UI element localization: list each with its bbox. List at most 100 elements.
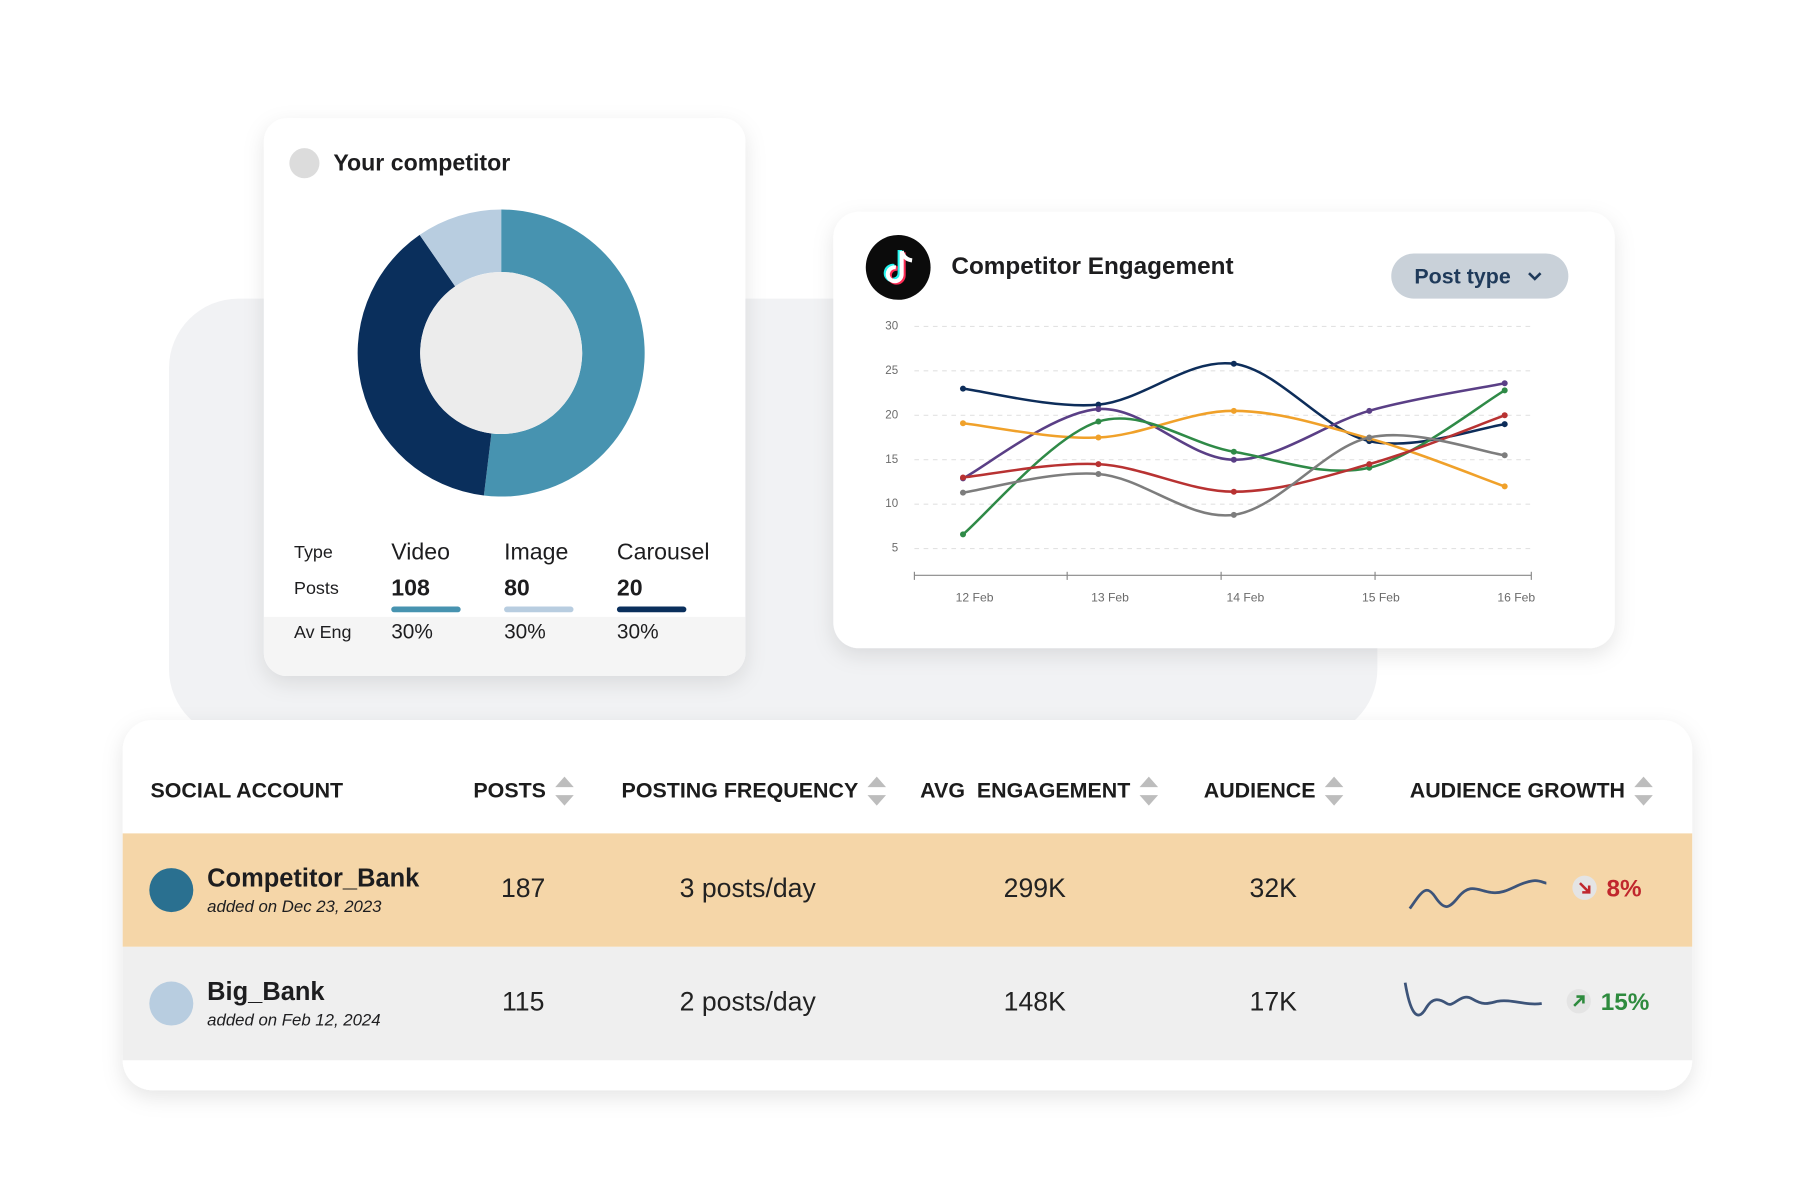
row-label: Av Eng [294, 622, 352, 642]
type-bar [504, 606, 574, 613]
series-point [959, 474, 967, 481]
trend-arrow [1573, 995, 1585, 1007]
added-date: added on Feb 12, 2024 [207, 1010, 380, 1029]
y-tick-label: 25 [885, 365, 898, 377]
engagement: 148K [1004, 987, 1066, 1017]
y-tick-label: 30 [885, 320, 898, 332]
x-tick-label: 12 Feb [956, 591, 994, 605]
card-footer [263, 616, 746, 676]
series-point [1501, 452, 1508, 459]
trend-arrow [1579, 882, 1591, 894]
account-avatar [149, 868, 194, 913]
type-bar [616, 606, 687, 613]
y-tick-label: 10 [885, 498, 898, 510]
donut-slice [419, 209, 502, 287]
sort-icon[interactable] [555, 776, 574, 806]
type-table: Type Posts Av Eng Video 108 30% Image 80 30% Caro… [294, 538, 709, 643]
y-tick-label: 15 [885, 454, 898, 466]
series-point [1230, 448, 1237, 455]
series-point [1095, 418, 1102, 425]
sparkline [1403, 982, 1542, 1017]
type-name: Carousel [617, 538, 710, 564]
series-point [1095, 461, 1102, 468]
series-point [1230, 511, 1237, 518]
series-point [959, 531, 967, 538]
avatar [289, 148, 320, 179]
av-eng: 30% [391, 621, 433, 644]
column-header: POSTS [473, 778, 546, 802]
column-header: AUDIENCE [1204, 778, 1316, 802]
sort-icon[interactable] [1139, 776, 1159, 806]
table-row[interactable] [122, 946, 1693, 1061]
type-name: Image [504, 538, 568, 564]
series-point [1366, 461, 1373, 468]
donut-chart [357, 209, 645, 497]
column-header: POSTING FREQUENCY [622, 778, 859, 802]
series-point [1366, 407, 1373, 414]
account-avatar [149, 981, 194, 1026]
donut-slice [483, 209, 645, 497]
table-row[interactable] [122, 833, 1693, 947]
donut-slice [357, 234, 492, 496]
series-point [1366, 434, 1373, 441]
account-name: Competitor_Bank [207, 864, 420, 892]
series-point [1095, 401, 1102, 408]
series-point [959, 420, 967, 427]
line-chart: 5 10 15 20 25 30 12 Feb 13 Feb 14 Feb 15 Feb 16 Fe… [885, 320, 1535, 604]
card-title: Your competitor [333, 149, 510, 175]
series-point [959, 385, 967, 392]
x-tick-label: 14 Feb [1227, 591, 1265, 605]
row-label: Posts [294, 578, 339, 598]
series-point [1230, 456, 1237, 463]
table-body: SOCIAL ACCOUNT POSTS POSTING FREQUENCY AVG … [122, 776, 1693, 1061]
sparkline [1408, 879, 1547, 910]
column-header: AVG ENGAGEMENT [920, 778, 1130, 802]
post-type-button[interactable]: Post type [1391, 253, 1569, 299]
series-point [1501, 421, 1508, 428]
column-header: SOCIAL ACCOUNT [150, 778, 343, 802]
card-title: Competitor Engagement [951, 253, 1233, 280]
series-point [1501, 387, 1508, 394]
tiktok-icon [865, 234, 931, 300]
posts-count: 80 [504, 574, 530, 600]
type-name: Video [391, 538, 450, 564]
chevron[interactable] [1528, 272, 1542, 281]
row-label: Type [294, 542, 333, 562]
added-date: added on Dec 23, 2023 [207, 897, 382, 916]
type-bar [391, 606, 461, 613]
competitor-card: Your competitor Type Posts Av Eng Video 108 3… [263, 118, 746, 676]
accounts-table: SOCIAL ACCOUNT POSTS POSTING FREQUENCY AVG … [122, 719, 1693, 1091]
growth: 8% [1607, 876, 1642, 903]
posts-count: 108 [391, 574, 430, 600]
audience: 17K [1250, 987, 1298, 1017]
series-point [1230, 407, 1237, 414]
series-point [1501, 412, 1508, 419]
series-point [1230, 360, 1237, 367]
av-eng: 30% [504, 621, 546, 644]
frequency: 3 posts/day [680, 873, 817, 903]
sort-icon[interactable] [1324, 776, 1344, 806]
series-point [1095, 434, 1102, 441]
posts: 115 [502, 987, 544, 1017]
posts: 187 [501, 873, 545, 903]
engagement: 299K [1004, 873, 1066, 903]
button-bg[interactable] [1391, 253, 1569, 299]
y-tick-label: 20 [885, 409, 898, 421]
series-point [1095, 470, 1102, 477]
card [833, 211, 1615, 649]
button-label[interactable]: Post type [1414, 264, 1510, 288]
engagement-card: Competitor Engagement Post type 5 10 15 20 2… [833, 211, 1615, 649]
posts-count: 20 [617, 574, 643, 600]
growth: 15% [1601, 989, 1650, 1016]
sort-icon[interactable] [1634, 776, 1653, 806]
series-point [959, 489, 967, 496]
x-tick-label: 13 Feb [1091, 591, 1129, 605]
sort-icon[interactable] [867, 776, 887, 806]
series-point [1230, 488, 1237, 495]
account-name: Big_Bank [207, 978, 325, 1006]
donut-hole [420, 272, 583, 435]
frequency: 2 posts/day [680, 987, 817, 1017]
audience: 32K [1250, 873, 1298, 903]
